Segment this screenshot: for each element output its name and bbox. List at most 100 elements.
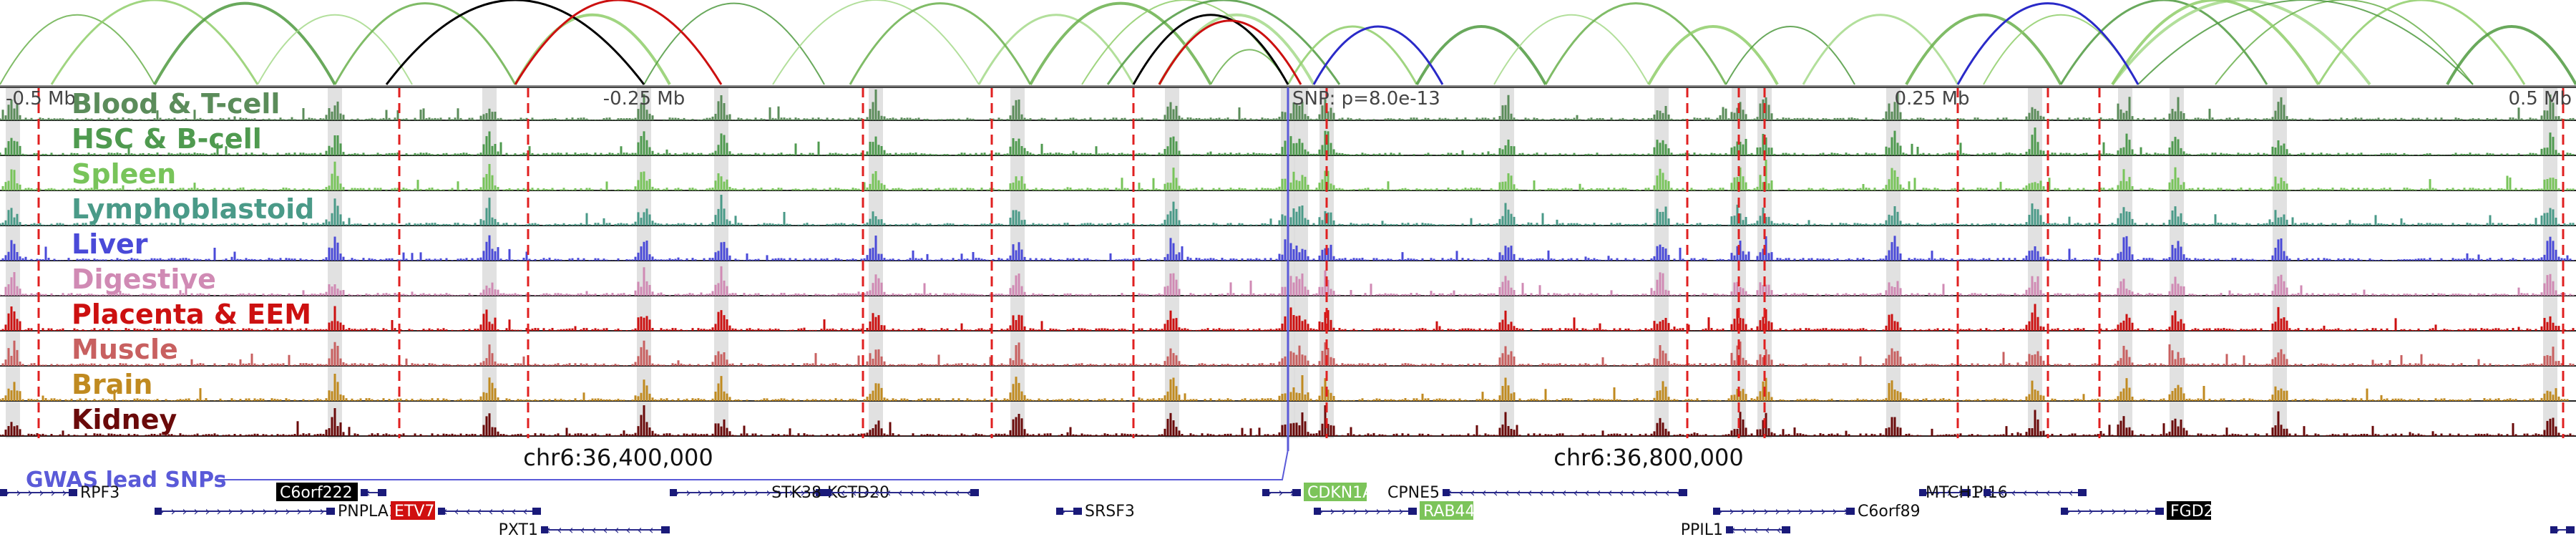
- gene-strand-arrow: ‹: [465, 504, 470, 519]
- gene-exon: [824, 489, 831, 496]
- signal-tracks: [0, 90, 2576, 437]
- gene-exon: [438, 508, 445, 515]
- track-label: Placenta & EEM: [72, 299, 311, 330]
- loop-arc: [2111, 0, 2371, 86]
- gene-strand-arrow: ‹: [1619, 485, 1624, 500]
- gene-strand-arrow: ‹: [840, 485, 845, 500]
- gene-strand-arrow: ‹: [1999, 485, 2004, 500]
- gene-strand-arrow: ›: [273, 504, 278, 519]
- gene-strand-arrow: ›: [1341, 504, 1346, 519]
- gene-strand-arrow: ›: [720, 485, 725, 500]
- gene-label: C6orf222: [280, 484, 353, 502]
- loop-arc: [50, 0, 259, 85]
- gene-strand-arrow: ›: [27, 485, 32, 500]
- gene-strand-arrow: ‹: [511, 504, 516, 519]
- gene-strand-arrow: ›: [1752, 504, 1757, 519]
- gene-exon: [1782, 526, 1790, 533]
- gene-strand-arrow: ‹: [522, 504, 527, 519]
- gene-strand-arrow: ‹: [2011, 485, 2016, 500]
- gene-strand-arrow: ‹: [1573, 485, 1578, 500]
- gene-strand-arrow: ›: [39, 485, 44, 500]
- track-label: Lymphoblastoid: [72, 193, 314, 225]
- loop-arc: [2446, 25, 2576, 85]
- gene-strand-arrow: ›: [319, 504, 324, 519]
- gene-exon: [1292, 489, 1301, 496]
- loop-arc: [2111, 0, 2320, 86]
- gene-label: PNPLA1: [338, 503, 399, 521]
- gene-strand-arrow: ‹: [863, 485, 868, 500]
- track-label: Spleen: [72, 158, 176, 190]
- loop-arc: [1029, 1, 1212, 85]
- gene-strand-arrow: ›: [1797, 504, 1802, 519]
- gene-strand-arrow: ‹: [1596, 485, 1601, 500]
- loop-arc-highlight: [514, 0, 723, 85]
- axis-tick-label: -0.25 Mb: [603, 88, 685, 110]
- gene-strand-arrow: ‹: [1516, 485, 1521, 500]
- gene-exon: [816, 489, 824, 496]
- gene-strand-arrow: ›: [216, 504, 221, 519]
- gene-strand-arrow: ›: [1375, 504, 1380, 519]
- gene-strand-arrow: ›: [2077, 504, 2082, 519]
- track-label: Liver: [72, 228, 148, 260]
- coordinate-label: chr6:36,800,000: [1553, 444, 1743, 471]
- loop-arc: [333, 2, 517, 85]
- gene-exon: [2566, 526, 2575, 533]
- gene-exon: [1679, 489, 1687, 496]
- highlight-region: [6, 87, 20, 438]
- gene-strand-arrow: ‹: [557, 523, 562, 537]
- gene-strand-arrow: ›: [789, 485, 794, 500]
- loop-arc: [1287, 25, 1418, 85]
- gene-strand-arrow: ›: [2134, 504, 2139, 519]
- gene-strand-arrow: ‹: [909, 485, 914, 500]
- gene-strand-arrow: ›: [1352, 504, 1357, 519]
- gene-exon: [1726, 526, 1733, 533]
- gene-exon: [1314, 508, 1321, 515]
- gene-strand-arrow: ‹: [488, 504, 493, 519]
- gene-strand-arrow: ‹: [1493, 485, 1498, 500]
- gene-strand-arrow: ‹: [2045, 485, 2050, 500]
- loop-arc: [1647, 25, 1779, 85]
- gene-exon: [1713, 508, 1720, 515]
- gene-label: CPNE5: [1387, 484, 1440, 502]
- gene-strand-arrow: ›: [697, 485, 702, 500]
- gene-exon: [155, 508, 162, 515]
- gene-exon: [378, 489, 386, 496]
- gene-strand-arrow: ›: [1364, 504, 1369, 519]
- gene-strand-arrow: ›: [1786, 504, 1791, 519]
- gene-strand-arrow: ›: [2111, 504, 2116, 519]
- gene-exon: [1962, 489, 1971, 496]
- loop-arc-highlight: [1158, 19, 1302, 85]
- loop-arc: [1725, 26, 1855, 85]
- loop-arc-highlight: [385, 0, 645, 85]
- gene-strand-arrow: ›: [1946, 485, 1951, 500]
- gene-strand-arrow: ‹: [2068, 485, 2073, 500]
- track-signal: [0, 340, 2575, 366]
- track-signal: [0, 127, 2575, 155]
- gene-strand-arrow: ›: [731, 485, 736, 500]
- gene-strand-arrow: ›: [16, 485, 21, 500]
- highlight-region: [2028, 87, 2042, 438]
- gene-strand-arrow: ›: [285, 504, 290, 519]
- gwas-connector: [215, 449, 1289, 480]
- gene-label-highlight: [1304, 483, 1367, 501]
- loop-arc: [849, 2, 1032, 85]
- gene-strand-arrow: ›: [1820, 504, 1825, 519]
- gene-strand-arrow: ›: [1740, 504, 1745, 519]
- chromatin-loops: [0, 0, 2576, 87]
- gene-exon: [326, 508, 335, 515]
- gene-strand-arrow: ›: [205, 504, 210, 519]
- track-signal: [0, 160, 2575, 190]
- loop-arc: [0, 14, 155, 85]
- gene-strand-arrow: ›: [1809, 504, 1814, 519]
- loop-arc-highlight: [1956, 2, 2140, 85]
- gene-strand-arrow: ›: [1763, 504, 1768, 519]
- gene-strand-arrow: ›: [766, 485, 771, 500]
- loop-arc-highlight: [1132, 14, 1289, 85]
- loop-arc: [772, 0, 980, 85]
- gene-strand-arrow: ›: [193, 504, 198, 519]
- gene-strand-arrow: ‹: [477, 504, 482, 519]
- gene-exon: [1846, 508, 1855, 515]
- gene-label: PXT1: [499, 521, 538, 537]
- snp-label: SNP: p=8.0e-13: [1292, 88, 1440, 110]
